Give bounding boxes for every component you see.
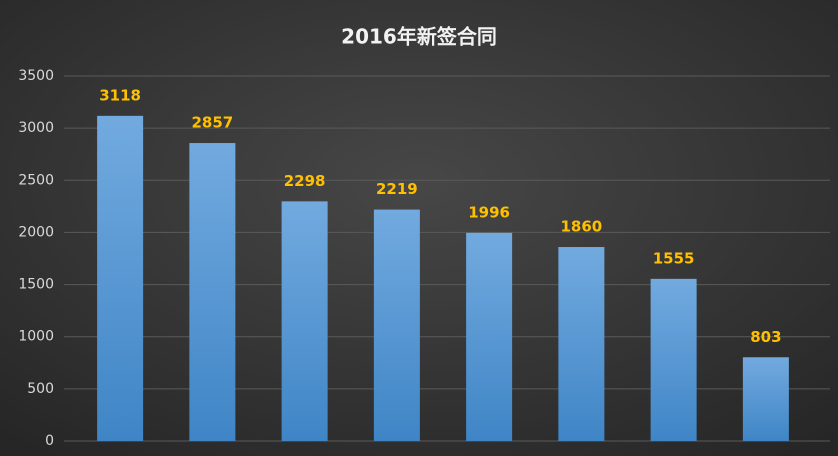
y-tick-label: 0 — [45, 433, 54, 449]
y-tick-label: 2000 — [18, 224, 54, 240]
bar — [742, 357, 789, 441]
value-label: 803 — [750, 328, 781, 346]
y-tick-label: 1500 — [18, 277, 54, 293]
y-tick-label: 3500 — [18, 68, 54, 84]
value-label: 2857 — [192, 114, 234, 132]
bar — [97, 115, 144, 441]
bar — [558, 247, 605, 441]
value-label: 2219 — [376, 180, 418, 198]
value-label: 1860 — [561, 218, 603, 236]
bar — [281, 201, 328, 441]
value-label: 2298 — [284, 172, 326, 190]
value-label: 1996 — [468, 203, 510, 221]
bar — [466, 232, 513, 441]
chart-title: 2016年新签合同 — [341, 25, 497, 49]
bar — [189, 143, 236, 441]
bar — [650, 278, 697, 441]
y-tick-label: 2500 — [18, 172, 54, 188]
y-tick-label: 1000 — [18, 329, 54, 345]
y-tick-label: 500 — [27, 381, 54, 397]
bar — [373, 209, 420, 441]
value-label: 1555 — [653, 249, 695, 267]
value-label: 3118 — [99, 86, 141, 104]
y-tick-label: 3000 — [18, 120, 54, 136]
